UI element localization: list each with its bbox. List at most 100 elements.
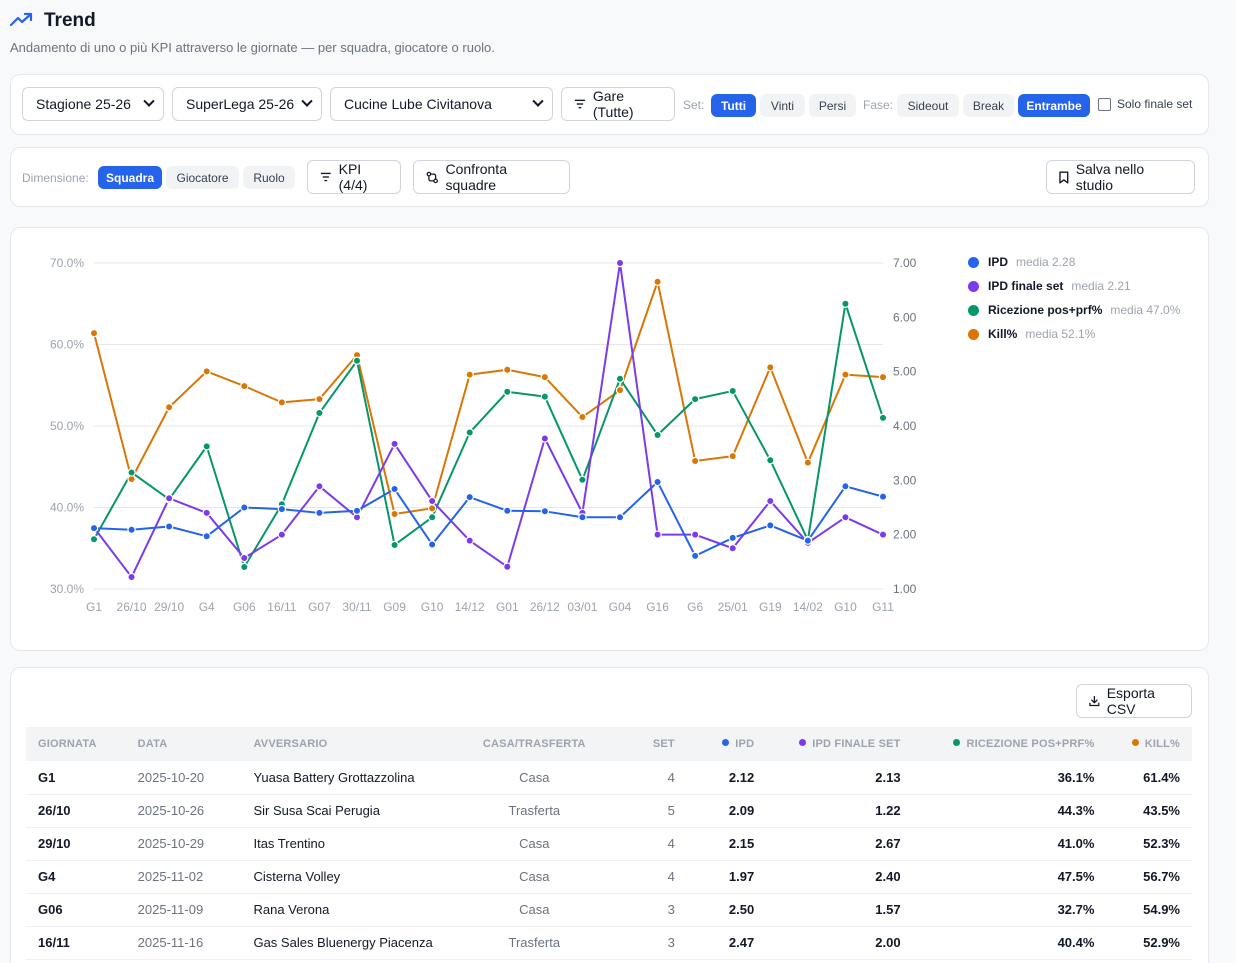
cell-data: 2025-10-29 — [125, 827, 242, 861]
set-option-tutti[interactable]: Tutti — [711, 94, 756, 117]
bookmark-icon — [1059, 170, 1069, 184]
cell-giornata: G1 — [26, 761, 126, 795]
cell-ipd: 2.50 — [686, 893, 767, 927]
cell-ipd: 2.47 — [686, 926, 767, 960]
cell-ricezione: 44.3% — [912, 794, 1107, 828]
cell-avversario: Gas Sales Bluenergy Piacenza — [241, 926, 471, 960]
legend-item-ipd-final-set[interactable]: IPD finale set media 2.21 — [968, 274, 1180, 298]
dimension-option-squadra[interactable]: Squadra — [98, 166, 162, 189]
cell-giornata: G4 — [26, 860, 126, 894]
league-value: SuperLega 25-26 — [186, 96, 295, 112]
cell-casa-trasferta: Trasferta — [470, 926, 598, 960]
phase-option-break[interactable]: Break — [963, 94, 1014, 117]
cell-casa-trasferta: Casa — [470, 827, 598, 861]
table-header-row: GIORNATA DATA AVVERSARIO CASA/TRASFERTA … — [26, 727, 1192, 761]
col-ipd-finale-set[interactable]: IPD FINALE SET — [766, 727, 913, 761]
cell-casa-trasferta: Trasferta — [470, 794, 598, 828]
col-avversario[interactable]: AVVERSARIO — [241, 727, 471, 761]
legend-mean: media 52.1% — [1025, 327, 1096, 341]
set-label: Set: — [683, 98, 705, 112]
table-row[interactable]: 26/10 2025-10-26 Sir Susa Scai Perugia Tras… — [26, 794, 1192, 828]
cell-set: 5 — [597, 794, 687, 828]
cell-avversario: Sir Susa Scai Perugia — [241, 794, 471, 828]
cell-kill: 43.5% — [1106, 794, 1192, 828]
cell-ipd: 2.15 — [686, 827, 767, 861]
legend-name: Kill% — [988, 327, 1018, 341]
team-select[interactable]: Cucine Lube Civitanova — [330, 87, 553, 121]
dimension-option-ruolo[interactable]: Ruolo — [243, 166, 295, 189]
season-value: Stagione 25-26 — [36, 96, 131, 112]
cell-giornata: 16/11 — [26, 926, 126, 960]
cell-casa-trasferta: Casa — [470, 860, 598, 894]
download-icon — [1089, 695, 1100, 707]
compare-teams-label: Confronta squadre — [445, 161, 507, 193]
save-to-studio-button[interactable]: Salva nello studio — [1046, 160, 1195, 194]
chart-legend: IPD media 2.28 IPD finale set media 2.21… — [968, 250, 1180, 346]
legend-name: IPD — [988, 255, 1009, 269]
set-option-persi[interactable]: Persi — [809, 94, 856, 117]
final-set-only-checkbox[interactable]: Solo finale set — [1098, 97, 1192, 111]
matches-button[interactable]: Gare (Tutte) — [561, 87, 675, 121]
cell-set: 4 — [597, 860, 687, 894]
legend-mean: media 47.0% — [1110, 303, 1181, 317]
cell-ricezione: 36.1% — [912, 761, 1107, 795]
trend-icon — [9, 11, 34, 32]
col-casa-trasferta[interactable]: CASA/TRASFERTA — [470, 727, 598, 761]
table-row[interactable]: 29/10 2025-10-29 Itas Trentino Casa 4 2.15 2.6… — [26, 827, 1192, 861]
team-value: Cucine Lube Civitanova — [344, 96, 492, 112]
league-select[interactable]: SuperLega 25-26 — [172, 87, 322, 121]
legend-item-kill[interactable]: Kill% media 52.1% — [968, 322, 1180, 346]
set-option-vinti[interactable]: Vinti — [760, 94, 805, 117]
col-kill[interactable]: KILL% — [1106, 727, 1192, 761]
cell-ricezione: 32.7% — [912, 893, 1107, 927]
legend-item-reception[interactable]: Ricezione pos+prf% media 47.0% — [968, 298, 1180, 322]
kpi-button[interactable]: KPI (4/4) — [307, 160, 401, 194]
col-ricezione[interactable]: RICEZIONE POS+PRF% — [912, 727, 1107, 761]
cell-set: 3 — [597, 893, 687, 927]
col-giornata[interactable]: GIORNATA — [26, 727, 126, 761]
table-row[interactable]: G06 2025-11-09 Rana Verona Casa 3 2.50 1.57 32.… — [26, 893, 1192, 927]
page-header: Trend — [9, 8, 96, 34]
col-ipd[interactable]: IPD — [686, 727, 767, 761]
col-data[interactable]: DATA — [125, 727, 242, 761]
cell-data: 2025-11-16 — [125, 926, 242, 960]
cell-avversario: Itas Trentino — [241, 827, 471, 861]
table-row[interactable]: 16/11 2025-11-16 Gas Sales Bluenergy Piace… — [26, 926, 1192, 960]
cell-data: 2025-10-20 — [125, 761, 242, 795]
export-csv-label: Esporta CSV — [1106, 685, 1155, 717]
legend-mean: media 2.21 — [1071, 279, 1131, 293]
compare-teams-button[interactable]: Confronta squadre — [413, 160, 570, 194]
cell-ipd-finale-set: 2.67 — [766, 827, 913, 861]
matches-button-label: Gare (Tutte) — [592, 88, 634, 120]
save-to-studio-label: Salva nello studio — [1075, 161, 1145, 193]
cell-set: 3 — [597, 926, 687, 960]
col-kill-label: KILL% — [1144, 738, 1180, 750]
cell-ipd-finale-set: 2.00 — [766, 926, 913, 960]
phase-option-entrambe[interactable]: Entrambe — [1018, 94, 1090, 117]
cell-giornata: 29/10 — [26, 827, 126, 861]
cell-ipd-finale-set: 2.40 — [766, 860, 913, 894]
table-row[interactable]: G4 2025-11-02 Cisterna Volley Casa 4 1.97 2.40… — [26, 860, 1192, 894]
cell-set: 4 — [597, 761, 687, 795]
reception-dot — [953, 739, 961, 746]
cell-set: 4 — [597, 827, 687, 861]
cell-giornata: G06 — [26, 893, 126, 927]
phase-option-sideout[interactable]: Sideout — [897, 94, 959, 117]
legend-item-ipd[interactable]: IPD media 2.28 — [968, 250, 1180, 274]
dimension-option-giocatore[interactable]: Giocatore — [166, 166, 239, 189]
season-select[interactable]: Stagione 25-26 — [22, 87, 164, 121]
ipd-dot — [722, 739, 730, 746]
chevron-down-icon — [301, 95, 313, 107]
col-ricezione-label: RICEZIONE POS+PRF% — [966, 738, 1095, 750]
cell-kill: 56.7% — [1106, 860, 1192, 894]
phase-label: Fase: — [863, 98, 894, 112]
kpi-button-label: KPI (4/4) — [338, 161, 368, 193]
legend-name: Ricezione pos+prf% — [988, 303, 1103, 317]
cell-giornata: 26/10 — [26, 794, 126, 828]
legend-dot — [968, 304, 979, 316]
table-row[interactable]: G1 2025-10-20 Yuasa Battery Grottazzolina C… — [26, 761, 1192, 795]
col-set[interactable]: SET — [597, 727, 687, 761]
checkbox-box[interactable] — [1098, 97, 1111, 111]
cell-ipd-finale-set: 1.22 — [766, 794, 913, 828]
export-csv-button[interactable]: Esporta CSV — [1076, 684, 1192, 718]
